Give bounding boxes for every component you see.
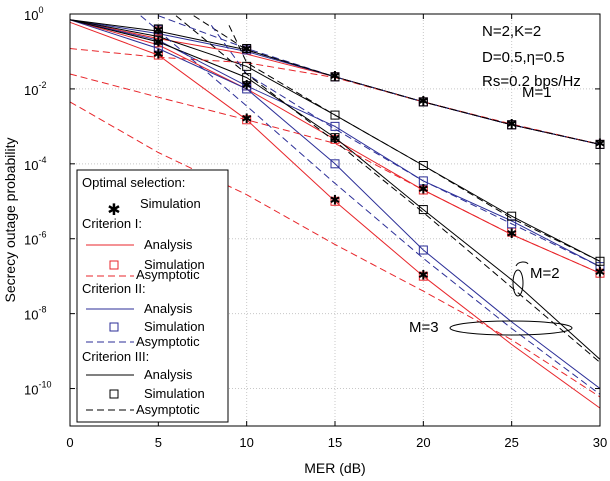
annotation-layer: M=1 M=2 M=3 <box>409 84 573 336</box>
criterion-ii-m3-asymptotic-line <box>140 15 601 395</box>
criterion-iii-m1-simulation-marker <box>330 72 340 82</box>
legend-c1-analysis-label: Analysis <box>144 237 193 252</box>
m2-bracket-line <box>515 261 529 267</box>
criterion-ii-m2-simulation-marker <box>418 176 428 186</box>
optimal-m3-simulation-marker: ✱ <box>153 47 164 62</box>
criterion-i-m3-simulation-marker <box>330 196 340 206</box>
legend-c3-asymptotic-label: Asymptotic <box>136 402 200 417</box>
y-tick-label: 10-2 <box>24 80 46 98</box>
criterion-i-m3-asymptotic-line <box>69 101 601 398</box>
optimal-m2-simulation-marker: ✱ <box>241 77 252 92</box>
criterion-ii-m2-asymptotic-line <box>210 25 601 268</box>
criterion-ii-m3-simulation-marker <box>242 84 252 94</box>
optimal-m1-simulation-marker: ✱ <box>153 23 164 38</box>
m2-ellipse <box>512 269 524 297</box>
criterion-i-m3-simulation-marker <box>242 115 252 125</box>
m3-ellipse <box>449 320 573 336</box>
criterion-iii-m1-simulation-marker <box>507 120 517 130</box>
parameter-box: N=2,K=2 D=0.5,η=0.5 Rs=0.2 bps/Hz <box>482 23 581 90</box>
legend-c3-analysis-label: Analysis <box>144 367 193 382</box>
optimal-m3-simulation-marker: ✱ <box>241 111 252 126</box>
legend-c1-asymptotic-label: Asymptotic <box>136 267 200 282</box>
optimal-m1-simulation-marker: ✱ <box>418 93 429 108</box>
criterion-i-m2-simulation-marker <box>418 185 428 195</box>
criterion-iii-m3-asymptotic-line <box>175 15 601 363</box>
x-axis-label: MER (dB) <box>304 460 365 476</box>
optimal-m3-simulation-marker: ✱ <box>418 268 429 283</box>
criterion-iii-m2-asymptotic-line <box>228 25 601 262</box>
criterion-iii-m3-analysis-line <box>69 19 601 360</box>
optimal-m2-simulation-marker: ✱ <box>153 34 164 49</box>
m2-label: M=2 <box>530 265 560 282</box>
x-tick-label: 20 <box>416 435 430 450</box>
criterion-ii-m3-simulation-marker <box>153 42 163 52</box>
criterion-iii-m2-simulation-marker <box>242 61 252 71</box>
legend-group-optimal: Optimal selection: <box>82 175 185 190</box>
series-layer: ✱✱✱✱✱✱✱✱✱✱✱✱✱✱✱✱ <box>69 15 606 409</box>
param-line-3: Rs=0.2 bps/Hz <box>482 73 581 90</box>
x-tick-label: 10 <box>239 435 253 450</box>
criterion-iii-m1-simulation-marker <box>418 97 428 107</box>
y-tick-label: 100 <box>24 5 43 23</box>
legend-group-criterion-1: Criterion I: <box>82 216 142 231</box>
criterion-iii-m3-simulation-marker <box>153 35 163 45</box>
optimal-m2-simulation-marker: ✱ <box>506 226 517 241</box>
y-tick-label: 10-8 <box>24 305 46 323</box>
legend-c1-simulation-label: Simulation <box>144 257 205 272</box>
criterion-i-m3-analysis-line <box>69 21 601 409</box>
x-tick-label: 15 <box>328 435 342 450</box>
legend-group-criterion-3: Criterion III: <box>82 349 149 364</box>
criterion-iii-m1-asymptotic-line <box>193 15 601 145</box>
legend-optimal-simulation-label: Simulation <box>140 196 201 211</box>
m1-label: M=1 <box>522 84 552 101</box>
legend-c3-simulation-label: Simulation <box>144 386 205 401</box>
optimal-m2-simulation-marker: ✱ <box>418 181 429 196</box>
m3-label: M=3 <box>409 319 439 336</box>
x-tick-label: 30 <box>593 435 607 450</box>
criterion-i-m2-analysis-line <box>69 19 601 274</box>
optimal-m3-simulation-marker: ✱ <box>330 193 341 208</box>
criterion-i-m3-simulation-marker <box>418 271 428 281</box>
criterion-iii-m3-simulation-marker <box>330 133 340 143</box>
legend-c2-simulation-marker <box>109 322 119 332</box>
param-line-2: D=0.5,η=0.5 <box>482 49 565 66</box>
legend-c2-simulation-label: Simulation <box>144 319 205 334</box>
criterion-iii-m3-simulation-marker <box>242 73 252 83</box>
criterion-i-m1-asymptotic-line <box>69 48 601 145</box>
y-tick-label: 10-4 <box>24 155 46 173</box>
optimal-m2-simulation-marker: ✱ <box>330 131 341 146</box>
legend-optimal-simulation-marker: ✱ <box>107 202 120 219</box>
optimal-m1-simulation-marker: ✱ <box>330 68 341 83</box>
legend-c2-asymptotic-label: Asymptotic <box>136 334 200 349</box>
criterion-iii-m1-simulation-marker <box>242 43 252 53</box>
criterion-ii-m3-simulation-marker <box>330 159 340 169</box>
y-tick-label: 10-10 <box>24 380 51 398</box>
criterion-iii-m2-simulation-marker <box>507 211 517 221</box>
optimal-m1-simulation-marker: ✱ <box>506 116 517 131</box>
criterion-i-m2-asymptotic-line <box>69 73 601 274</box>
x-tick-label: 25 <box>504 435 518 450</box>
legend-c3-simulation-marker <box>109 389 119 399</box>
criterion-ii-m3-simulation-marker <box>418 245 428 255</box>
legend-c2-analysis-label: Analysis <box>144 301 193 316</box>
criterion-iii-m3-simulation-marker <box>418 205 428 215</box>
criterion-ii-m2-simulation-marker <box>330 121 340 131</box>
x-tick-label: 0 <box>66 435 73 450</box>
legend-c1-simulation-marker <box>109 260 119 270</box>
optimal-m1-simulation-marker: ✱ <box>241 41 252 56</box>
legend-group-criterion-2: Criterion II: <box>82 281 146 296</box>
x-tick-label: 5 <box>155 435 162 450</box>
criterion-ii-m3-analysis-line <box>69 19 601 389</box>
legend: Optimal selection: ✱ Simulation Criterio… <box>76 169 229 423</box>
criterion-iii-m2-simulation-marker <box>330 110 340 120</box>
y-tick-label: 10-6 <box>24 230 46 248</box>
y-axis-label: Secrecy outage probability <box>2 138 18 303</box>
param-line-1: N=2,K=2 <box>482 23 541 40</box>
legend-box <box>76 169 229 423</box>
criterion-iii-m2-simulation-marker <box>418 161 428 171</box>
